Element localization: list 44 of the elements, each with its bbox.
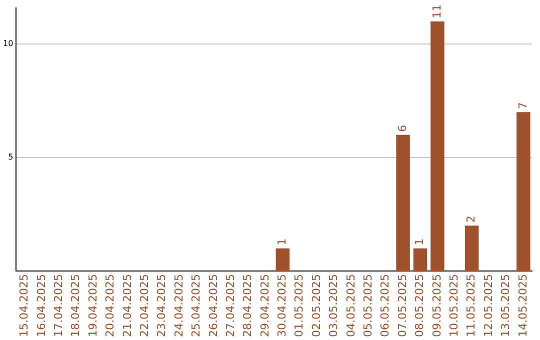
x-tick-label: 25.04.2025 <box>190 274 203 338</box>
x-tick-label: 24.04.2025 <box>172 274 186 338</box>
x-tick-label: 30.04.2025 <box>276 274 289 338</box>
data-label: 1 <box>276 238 289 246</box>
x-tick-label: 02.05.2025 <box>310 274 323 338</box>
bar <box>516 112 530 272</box>
x-tick-label: 12.05.2025 <box>482 274 495 338</box>
x-tick-label: 15.04.2025 <box>18 274 31 338</box>
bar <box>430 21 444 272</box>
x-tick-label: 04.05.2025 <box>344 274 358 338</box>
x-tick-label: 10.05.2025 <box>447 274 460 338</box>
x-tick-label: 27.04.2025 <box>224 274 237 338</box>
bar <box>413 248 428 272</box>
bar <box>396 134 410 272</box>
data-label: 6 <box>396 124 409 132</box>
bar <box>464 226 479 272</box>
x-tick-label: 05.05.2025 <box>362 274 375 338</box>
x-tick-label: 16.04.2025 <box>34 274 48 338</box>
x-tick-label: 22.04.2025 <box>138 274 151 338</box>
data-label: 7 <box>516 102 530 110</box>
data-label: 2 <box>464 216 478 223</box>
x-tick-label: 21.04.2025 <box>120 274 134 338</box>
x-tick-label: 29.04.2025 <box>258 274 272 338</box>
x-tick-label: 13.05.2025 <box>499 274 512 338</box>
x-tick-label: 17.04.2025 <box>52 274 66 338</box>
data-label: 1 <box>413 238 426 246</box>
x-tick-label: 18.04.2025 <box>69 274 82 338</box>
x-tick-label: 09.05.2025 <box>430 274 444 338</box>
x-tick-label: 19.04.2025 <box>86 274 100 338</box>
y-tick-label: 10 <box>2 39 14 48</box>
y-tick-label: 5 <box>8 152 14 162</box>
x-tick-label: 28.04.2025 <box>241 274 254 338</box>
x-tick-label: 08.05.2025 <box>413 274 426 338</box>
x-tick-label: 03.05.2025 <box>327 274 340 338</box>
x-tick-label: 14.05.2025 <box>516 274 530 338</box>
x-tick-label: 20.04.2025 <box>104 274 117 338</box>
x-tick-label: 06.05.2025 <box>378 274 392 338</box>
x-tick-label: 26.04.2025 <box>206 274 220 338</box>
x-tick-label: 23.04.2025 <box>155 274 168 338</box>
x-tick-label: 07.05.2025 <box>396 274 409 338</box>
x-tick-label: 11.05.2025 <box>464 274 478 338</box>
x-tick-label: 01.05.2025 <box>292 274 306 338</box>
bar <box>276 248 290 272</box>
data-label: 11 <box>430 4 444 18</box>
